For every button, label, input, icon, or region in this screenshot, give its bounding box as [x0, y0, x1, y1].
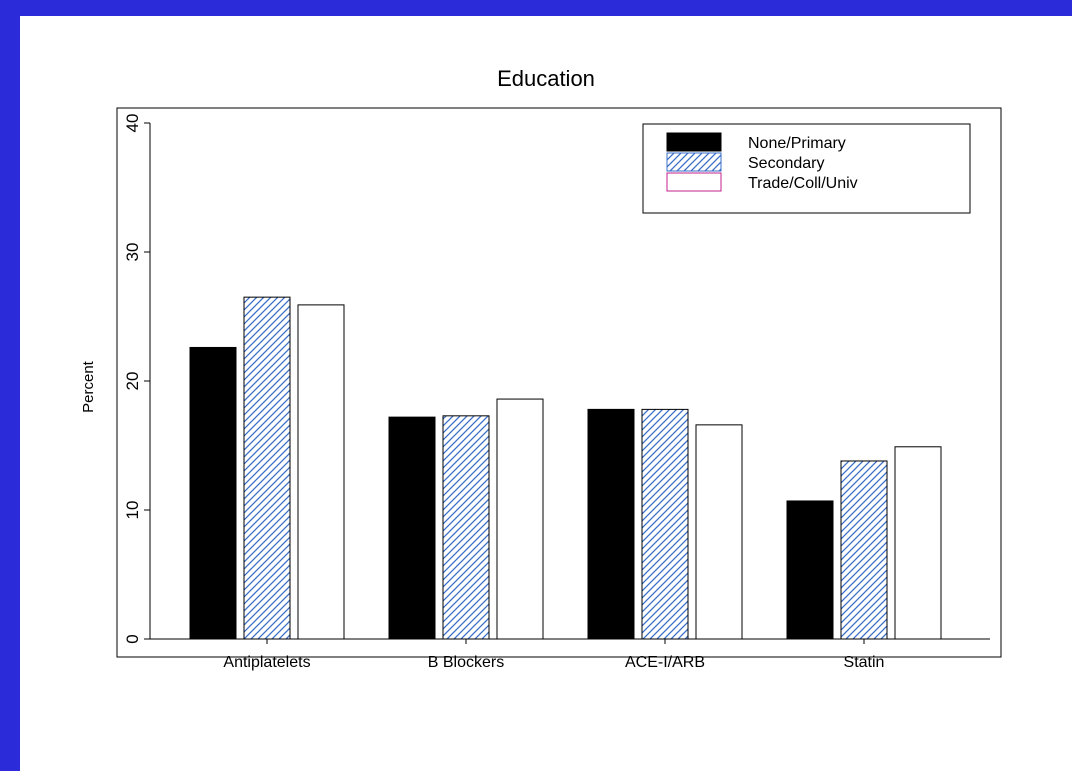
- y-tick-label: 20: [123, 372, 142, 391]
- legend-label: Secondary: [748, 155, 825, 172]
- bar-secondary-statin: [840, 460, 888, 640]
- plot-frame: [116, 107, 1002, 658]
- bar-secondary-ace-i-arb: [641, 408, 689, 640]
- bar-secondary-b-blockers: [442, 415, 490, 640]
- y-tick-label: 40: [123, 114, 142, 133]
- x-category-label: Statin: [844, 654, 885, 671]
- bar-secondary-antiplatelets: [243, 296, 291, 640]
- chart-panel: Education Percent 0 10 20 30 40 Antiplatelet…: [20, 16, 1072, 771]
- bar-trade-coll-univ-b-blockers: [496, 398, 544, 640]
- legend-swatch: [666, 152, 722, 172]
- chart-title: Education: [497, 66, 595, 91]
- x-category-label: Antiplatelets: [223, 654, 310, 671]
- legend-swatch: [666, 172, 722, 192]
- x-category-label: ACE-I/ARB: [625, 654, 705, 671]
- bar-none-primary-b-blockers: [388, 416, 436, 640]
- legend-label: Trade/Coll/Univ: [748, 175, 858, 192]
- bar-trade-coll-univ-statin: [894, 446, 942, 640]
- x-category-label: B Blockers: [428, 654, 504, 671]
- legend-swatch: [666, 132, 722, 152]
- bar-none-primary-antiplatelets: [189, 346, 237, 640]
- bar-trade-coll-univ-ace-i-arb: [695, 424, 743, 640]
- legend-label: None/Primary: [748, 135, 846, 152]
- education-bar-chart: Education Percent 0 10 20 30 40 Antiplatelet…: [80, 66, 1002, 671]
- bar-none-primary-ace-i-arb: [587, 408, 635, 640]
- y-axis-label: Percent: [80, 360, 97, 413]
- legend: None/Primary Secondary Trade/Coll/Univ: [642, 123, 971, 214]
- bar-trade-coll-univ-antiplatelets: [297, 304, 345, 640]
- y-tick-label: 0: [123, 634, 142, 643]
- bar-none-primary-statin: [786, 500, 834, 640]
- y-tick-label: 30: [123, 243, 142, 262]
- y-tick-label: 10: [123, 501, 142, 520]
